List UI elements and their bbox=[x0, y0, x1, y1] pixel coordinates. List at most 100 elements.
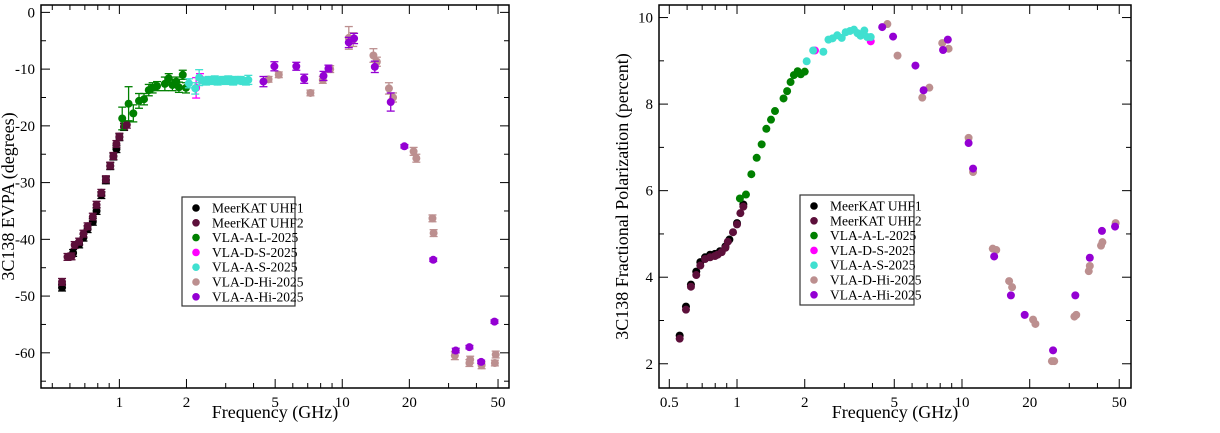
data-point bbox=[866, 33, 875, 42]
data-point bbox=[160, 79, 169, 88]
data-point bbox=[491, 350, 500, 359]
legend-marker bbox=[192, 263, 200, 272]
data-point bbox=[274, 70, 283, 79]
y-tick-label: -40 bbox=[15, 232, 35, 248]
data-point bbox=[681, 305, 690, 314]
data-point bbox=[270, 62, 279, 71]
y-tick-label: 6 bbox=[646, 184, 654, 200]
series-meerkat-uhf2 bbox=[675, 202, 748, 343]
data-point bbox=[969, 164, 978, 173]
data-point bbox=[686, 282, 695, 291]
data-point bbox=[477, 357, 486, 366]
series-meerkat-uhf2 bbox=[58, 120, 131, 286]
series-vla-a-hi-2025 bbox=[878, 23, 1120, 355]
legend-label: VLA-D-S-2025 bbox=[830, 243, 916, 258]
data-point bbox=[350, 34, 359, 43]
data-point bbox=[97, 188, 106, 197]
y-tick-label: -20 bbox=[15, 119, 35, 135]
legend-label: MeerKAT UHF1 bbox=[212, 201, 304, 216]
y-tick-label: 4 bbox=[646, 270, 654, 286]
data-point bbox=[124, 99, 133, 108]
legend-marker bbox=[192, 233, 200, 242]
legend-label: MeerKAT UHF2 bbox=[830, 213, 922, 228]
legend-marker bbox=[192, 219, 200, 227]
plot-frame bbox=[658, 4, 1132, 389]
data-point bbox=[106, 161, 115, 170]
x-tick-label: 50 bbox=[1112, 395, 1127, 411]
x-tick-label: 2 bbox=[801, 395, 809, 411]
data-point bbox=[319, 71, 328, 80]
x-tick-label: 1 bbox=[733, 395, 741, 411]
y-tick-label: -50 bbox=[15, 289, 35, 305]
data-point bbox=[919, 86, 928, 95]
data-point bbox=[1097, 226, 1106, 235]
x-tick-label: 50 bbox=[491, 395, 506, 411]
x-axis-label: Frequency (GHz) bbox=[212, 402, 338, 423]
legend-label: MeerKAT UHF2 bbox=[212, 215, 304, 230]
data-point bbox=[109, 151, 118, 160]
legend-marker bbox=[810, 217, 818, 225]
y-tick-label: 2 bbox=[646, 357, 654, 373]
x-axis-label: Frequency (GHz) bbox=[832, 402, 958, 423]
legend-marker bbox=[810, 261, 818, 270]
data-point bbox=[1111, 222, 1120, 231]
legend-marker bbox=[192, 204, 200, 212]
data-point bbox=[1005, 277, 1014, 286]
legend-marker bbox=[810, 276, 818, 284]
data-point bbox=[943, 35, 952, 44]
data-point bbox=[1049, 346, 1058, 355]
legend-label: VLA-A-S-2025 bbox=[212, 260, 298, 275]
data-point bbox=[58, 277, 67, 286]
series-meerkat-uhf1 bbox=[58, 122, 129, 292]
data-point bbox=[893, 51, 902, 60]
y-tick-label: -10 bbox=[15, 62, 35, 78]
legend-label: VLA-A-Hi-2025 bbox=[830, 287, 922, 302]
legend-label: VLA-A-Hi-2025 bbox=[212, 289, 304, 304]
data-point bbox=[429, 255, 438, 264]
data-point bbox=[306, 88, 315, 97]
x-tick-label: 20 bbox=[402, 395, 417, 411]
data-point bbox=[1085, 261, 1094, 270]
data-point bbox=[92, 200, 101, 209]
data-point bbox=[990, 252, 999, 261]
x-tick-label: 0.5 bbox=[660, 395, 679, 411]
legend-label: VLA-D-S-2025 bbox=[212, 245, 298, 260]
data-point bbox=[184, 79, 193, 88]
data-point bbox=[800, 67, 809, 76]
data-point bbox=[723, 237, 732, 246]
data-point bbox=[752, 153, 761, 162]
legend-marker bbox=[810, 246, 818, 255]
data-point bbox=[1031, 319, 1040, 328]
data-point bbox=[490, 359, 499, 368]
data-point bbox=[101, 175, 110, 184]
data-point bbox=[88, 212, 97, 221]
x-tick-label: 10 bbox=[335, 395, 350, 411]
data-point bbox=[292, 62, 301, 71]
y-tick-label: 8 bbox=[646, 97, 654, 113]
data-point bbox=[911, 61, 920, 70]
legend-box bbox=[799, 194, 915, 306]
data-point bbox=[400, 142, 409, 151]
data-point bbox=[992, 245, 1001, 254]
legend-marker bbox=[810, 231, 818, 240]
data-point bbox=[1098, 238, 1107, 247]
evpa-chart: 1 2 5 10 20 50 0 -10 -20 -30 -40 -50 -60 Frequency (G… bbox=[0, 4, 510, 423]
data-point bbox=[786, 78, 795, 87]
data-point bbox=[178, 70, 187, 79]
data-point bbox=[300, 74, 309, 83]
data-point bbox=[1085, 253, 1094, 262]
data-point bbox=[67, 252, 76, 261]
data-point bbox=[465, 343, 474, 352]
x-tick-label: 5 bbox=[891, 395, 899, 411]
legend-label: VLA-A-L-2025 bbox=[212, 230, 298, 245]
legend-box bbox=[181, 196, 296, 307]
data-point bbox=[779, 94, 788, 103]
legend-marker bbox=[810, 291, 818, 299]
data-point bbox=[878, 23, 887, 32]
legend-marker bbox=[192, 248, 200, 257]
data-point bbox=[244, 75, 253, 84]
legend-label: VLA-D-Hi-2025 bbox=[830, 273, 922, 288]
data-point bbox=[757, 140, 766, 149]
data-point bbox=[466, 355, 475, 364]
data-point bbox=[1071, 291, 1080, 300]
